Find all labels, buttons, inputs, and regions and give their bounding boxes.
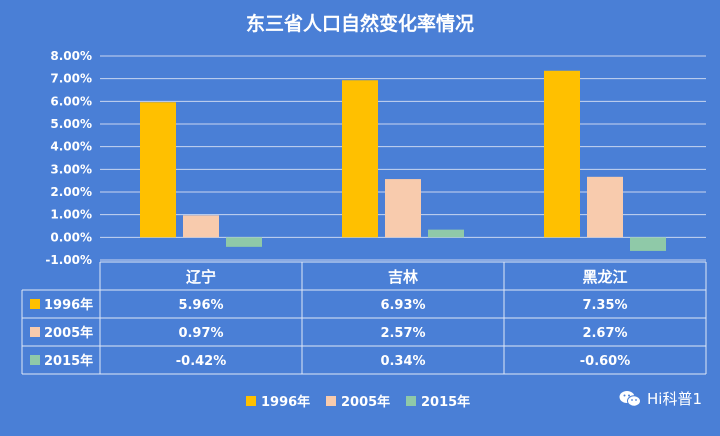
y-tick-label: 5.00%: [50, 117, 92, 131]
watermark: Hi科普1: [619, 388, 702, 409]
data-value-label: -0.60%: [580, 354, 631, 369]
table-series-name: 2005年: [44, 325, 93, 341]
table-legend-key: [30, 299, 40, 309]
y-tick-label: 8.00%: [50, 49, 92, 63]
table-series-name: 1996年: [44, 297, 93, 313]
legend-label: 1996年: [261, 394, 310, 410]
y-tick-label: 4.00%: [50, 140, 92, 154]
bar-2-1: [342, 80, 378, 238]
data-value-label: 7.35%: [582, 298, 627, 313]
category-label: 黑龙江: [582, 268, 627, 286]
legend-key: [406, 396, 416, 406]
data-value-label: 0.97%: [178, 326, 223, 341]
table-legend-key: [30, 327, 40, 337]
legend-key: [326, 396, 336, 406]
data-value-label: 6.93%: [380, 298, 425, 313]
y-tick-label: 6.00%: [50, 94, 92, 108]
y-tick-label: 1.00%: [50, 208, 92, 222]
bar-1-3: [226, 237, 262, 247]
legend-label: 2005年: [341, 394, 390, 410]
bar-3-2: [587, 176, 623, 238]
bar-1-2: [183, 215, 219, 238]
data-value-label: -0.42%: [176, 354, 227, 369]
y-tick-label: 3.00%: [50, 162, 92, 176]
data-value-label: 2.67%: [582, 326, 627, 341]
data-value-label: 5.96%: [178, 298, 223, 313]
table-series-name: 2015年: [44, 353, 93, 369]
category-label: 辽宁: [186, 268, 216, 286]
y-tick-label: 7.00%: [50, 72, 92, 86]
category-label: 吉林: [388, 268, 419, 286]
watermark-text: Hi科普1: [647, 390, 702, 408]
bar-2-3: [428, 229, 464, 238]
bar-1-1: [140, 102, 176, 238]
bar-3-3: [630, 237, 666, 251]
bar-2-2: [385, 179, 421, 238]
y-tick-label: 0.00%: [50, 230, 92, 244]
chart-title: 东三省人口自然变化率情况: [246, 12, 474, 35]
y-tick-label: -1.00%: [45, 253, 92, 267]
data-value-label: 2.57%: [380, 326, 425, 341]
table-legend-key: [30, 355, 40, 365]
legend-label: 2015年: [421, 394, 470, 410]
data-value-label: 0.34%: [380, 354, 425, 369]
wechat-icon: [619, 390, 641, 408]
y-tick-label: 2.00%: [50, 185, 92, 199]
legend-key: [246, 396, 256, 406]
bar-3-1: [544, 70, 580, 238]
